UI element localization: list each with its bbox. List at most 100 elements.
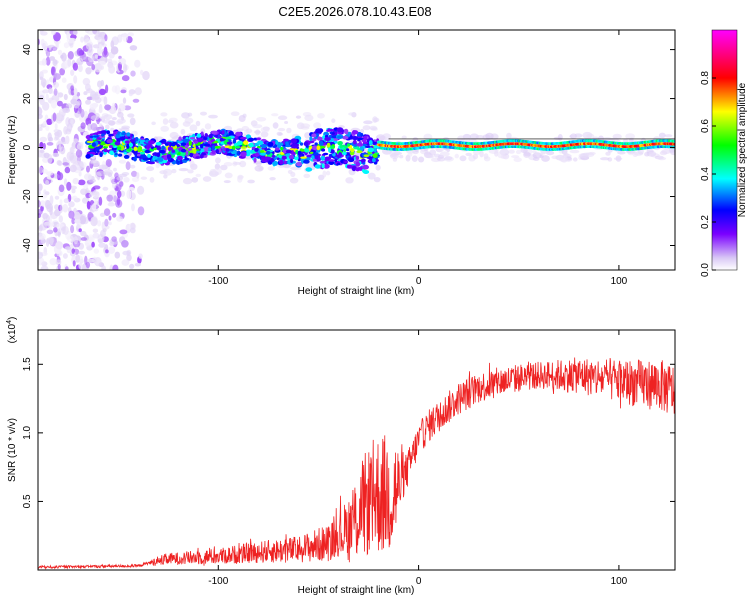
halo-cell (600, 157, 610, 161)
halo-cell (418, 156, 425, 163)
noise-cell (57, 49, 63, 55)
band-cell (352, 139, 357, 145)
x-tick-label: -100 (208, 276, 228, 287)
snr-panel: -100 0 100 0.5 1.0 1.5 Height of straight lin… (6, 317, 676, 596)
band-cell (294, 156, 299, 161)
halo-cell (664, 134, 673, 138)
band-cell (211, 130, 218, 135)
noise-cell (92, 30, 100, 35)
band-cell (178, 151, 186, 157)
halo-cell (437, 156, 446, 162)
band-cell (114, 141, 121, 146)
halo-cell (202, 176, 212, 182)
halo-cell (149, 177, 155, 183)
noise-cell (72, 62, 78, 71)
halo-cell (278, 127, 286, 132)
noise-cell (38, 166, 44, 174)
band-cell (304, 148, 310, 153)
band-cell (153, 147, 157, 151)
noise-cell (83, 91, 88, 96)
y-tick-label: -20 (22, 189, 33, 204)
noise-cell (58, 184, 65, 193)
colorbar-ticks: 0.0 0.2 0.4 0.6 0.8 (700, 71, 716, 277)
noise-cell (70, 98, 78, 105)
halo-cell (168, 117, 178, 123)
halo-cell (573, 157, 578, 162)
band-cell (221, 130, 225, 135)
band-cell (314, 142, 318, 146)
halo-cell (345, 177, 354, 184)
colorbar-tick-label: 0.4 (700, 167, 711, 181)
band-cell (318, 140, 324, 146)
noise-cell (86, 200, 91, 210)
halo-cell (363, 120, 373, 125)
halo-cell (322, 170, 327, 178)
band-cell (140, 154, 147, 159)
band-cell (146, 144, 153, 149)
halo-cell (483, 156, 491, 162)
halo-cell (382, 133, 391, 141)
noise-cell (61, 226, 66, 235)
halo-cell (94, 171, 102, 179)
noise-cell (50, 66, 55, 76)
band-cell (211, 150, 216, 155)
band-cell (137, 146, 143, 150)
halo-cell (513, 157, 522, 163)
noise-cell (104, 104, 111, 111)
band-cell (321, 164, 325, 169)
noise-cell (98, 108, 103, 114)
noise-cell (131, 203, 135, 212)
noise-cell (55, 259, 62, 266)
band-cell (281, 155, 287, 160)
noise-cell (53, 136, 59, 141)
band-cell (193, 140, 199, 144)
noise-cell (130, 222, 136, 230)
halo-cell (120, 127, 130, 133)
noise-cell (85, 261, 91, 269)
noise-cell (55, 241, 64, 250)
band-cell (103, 148, 108, 153)
halo-cell (99, 116, 107, 120)
band-cell (324, 156, 332, 160)
band-cell (285, 141, 289, 147)
band-cell (93, 132, 99, 136)
noise-cell (46, 118, 53, 126)
halo-cell (245, 128, 253, 134)
band-cell (311, 155, 315, 160)
halo-cell (90, 115, 99, 121)
halo-cell (284, 121, 289, 124)
noise-cell (78, 250, 86, 255)
noise-cell (105, 249, 109, 254)
halo-cell (367, 172, 376, 180)
band-cell (203, 136, 208, 140)
halo-cell (372, 116, 378, 123)
band-cell (204, 133, 208, 138)
band-cell (228, 145, 233, 150)
noise-cell (62, 253, 68, 259)
noise-cell (87, 123, 92, 131)
band-cell (148, 161, 156, 165)
band-cell (292, 143, 300, 147)
band-cell (203, 146, 210, 152)
noise-cell (38, 209, 43, 215)
band-cell (192, 144, 196, 148)
halo-cell (313, 122, 322, 129)
band-cell (253, 157, 257, 163)
halo-cell (423, 133, 433, 141)
halo-cell (669, 148, 675, 156)
noise-cell (122, 250, 131, 256)
halo-cell (239, 160, 247, 168)
band-cell (133, 156, 137, 162)
halo-cell (515, 149, 522, 155)
noise-cell (98, 43, 103, 51)
noise-cell (62, 107, 71, 114)
band-cell (234, 136, 238, 139)
colorbar-tick-label: 0.2 (700, 215, 711, 229)
band-cell (346, 143, 351, 147)
halo-cell (424, 154, 433, 158)
band-cell (346, 164, 353, 169)
halo-cell (169, 121, 179, 129)
noise-cell (71, 195, 78, 201)
band-cell (184, 157, 190, 161)
noise-cell (41, 40, 48, 51)
